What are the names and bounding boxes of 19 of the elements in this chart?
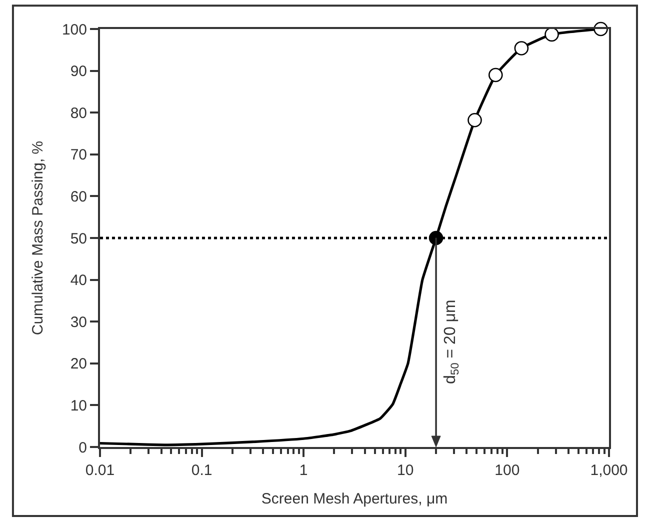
y-tick-label: 30 [70, 314, 87, 331]
y-tick-label: 50 [70, 230, 87, 248]
y-axis-title: Cumulative Mass Passing, % [30, 140, 47, 336]
y-tick-label: 20 [70, 356, 87, 373]
x-tick-label: 0.01 [85, 462, 115, 479]
x-axis-title: Screen Mesh Apertures, μm [261, 490, 448, 508]
x-tick-label: 1,000 [590, 462, 628, 479]
y-tick-label: 90 [70, 63, 87, 80]
x-tick-label: 0.1 [191, 462, 212, 479]
y-tick-label: 70 [70, 146, 87, 164]
y-tick-label: 0 [78, 439, 87, 456]
x-tick-label: 10 [397, 462, 414, 479]
y-tick-label: 40 [70, 272, 87, 290]
y-tick-label: 10 [70, 397, 87, 414]
x-tick-label: 100 [494, 462, 520, 479]
x-tick-label: 1 [299, 462, 308, 479]
y-tick-label: 80 [70, 104, 87, 122]
y-tick-label: 100 [62, 21, 87, 38]
y-tick-label: 60 [70, 188, 87, 206]
